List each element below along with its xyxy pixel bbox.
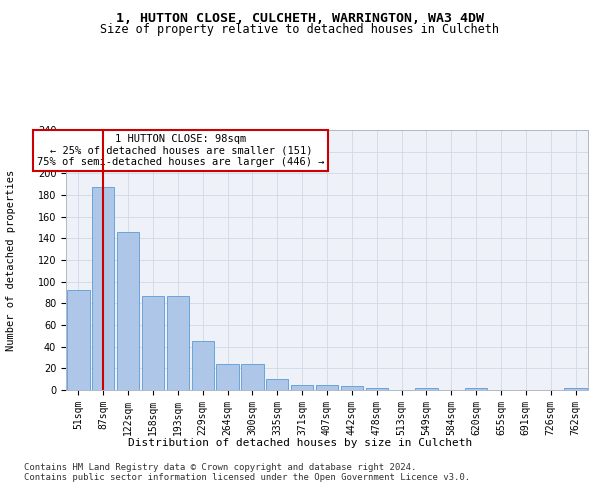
Text: 1, HUTTON CLOSE, CULCHETH, WARRINGTON, WA3 4DW: 1, HUTTON CLOSE, CULCHETH, WARRINGTON, W… (116, 12, 484, 26)
Bar (92, 188, 115, 390)
Bar (465, 388, 487, 390)
Bar (217, 364, 239, 390)
Bar (316, 384, 338, 390)
Bar (67, 290, 89, 390)
Bar (142, 296, 164, 390)
Bar (266, 379, 289, 390)
Y-axis label: Number of detached properties: Number of detached properties (7, 170, 16, 350)
Bar (415, 388, 437, 390)
Text: Contains HM Land Registry data © Crown copyright and database right 2024.
Contai: Contains HM Land Registry data © Crown c… (24, 462, 470, 482)
Text: Distribution of detached houses by size in Culcheth: Distribution of detached houses by size … (128, 438, 472, 448)
Bar (365, 388, 388, 390)
Bar (241, 364, 263, 390)
Text: Size of property relative to detached houses in Culcheth: Size of property relative to detached ho… (101, 22, 499, 36)
Bar (291, 384, 313, 390)
Bar (565, 388, 587, 390)
Bar (341, 386, 363, 390)
Text: 1 HUTTON CLOSE: 98sqm
← 25% of detached houses are smaller (151)
75% of semi-det: 1 HUTTON CLOSE: 98sqm ← 25% of detached … (37, 134, 325, 167)
Bar (191, 341, 214, 390)
Bar (117, 232, 139, 390)
Bar (167, 296, 189, 390)
